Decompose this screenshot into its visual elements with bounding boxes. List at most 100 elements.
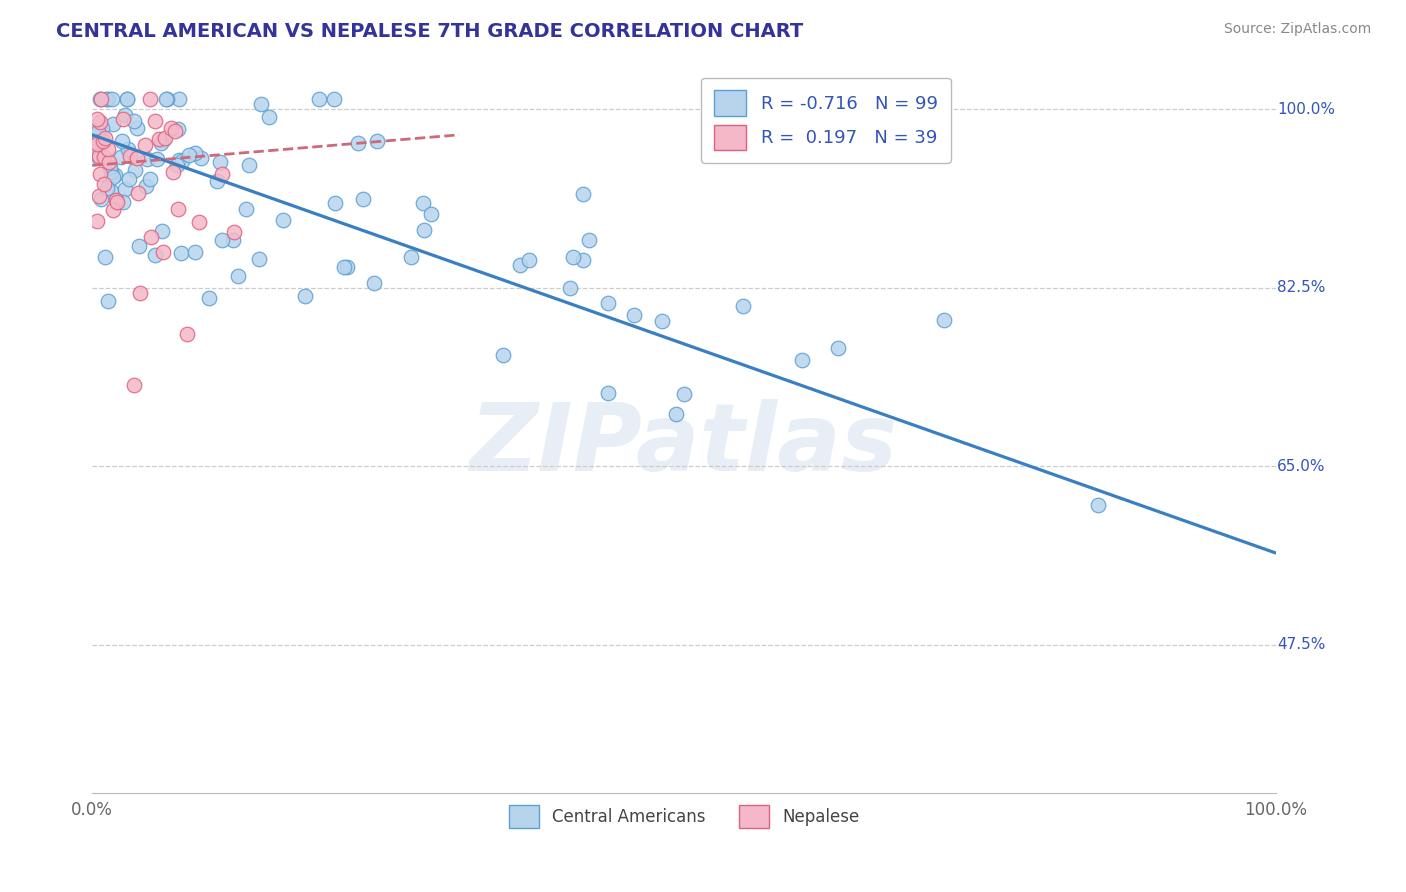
Point	[250, 97, 273, 112]
Point	[124, 163, 146, 178]
Text: 82.5%: 82.5%	[1277, 280, 1326, 295]
Point	[104, 193, 127, 207]
Point	[135, 179, 157, 194]
Point	[150, 224, 173, 238]
Point	[103, 117, 125, 131]
Point	[170, 245, 193, 260]
Point	[152, 132, 174, 146]
Point	[153, 131, 176, 145]
Point	[87, 149, 110, 163]
Point	[97, 143, 120, 157]
Point	[89, 167, 111, 181]
Point	[346, 136, 368, 150]
Point	[190, 151, 212, 165]
Point	[558, 280, 581, 294]
Point	[93, 178, 115, 192]
Point	[86, 135, 108, 149]
Point	[211, 167, 233, 181]
Point	[517, 253, 540, 268]
Point	[238, 158, 260, 172]
Point	[93, 250, 115, 264]
Point	[125, 121, 148, 136]
Text: 65.0%: 65.0%	[1277, 458, 1326, 474]
Point	[146, 153, 169, 167]
Point	[128, 285, 150, 300]
Legend: Central Americans, Nepalese: Central Americans, Nepalese	[502, 798, 866, 835]
Point	[733, 299, 755, 313]
Point	[170, 153, 193, 168]
Point	[96, 181, 118, 195]
Text: 100.0%: 100.0%	[1277, 102, 1334, 117]
Point	[89, 92, 111, 106]
Point	[98, 160, 121, 174]
Point	[93, 150, 115, 164]
Point	[128, 239, 150, 253]
Point	[97, 154, 120, 169]
Point	[623, 308, 645, 322]
Point	[167, 153, 190, 167]
Point	[1087, 498, 1109, 512]
Text: CENTRAL AMERICAN VS NEPALESE 7TH GRADE CORRELATION CHART: CENTRAL AMERICAN VS NEPALESE 7TH GRADE C…	[56, 22, 803, 41]
Point	[166, 157, 188, 171]
Point	[139, 92, 162, 106]
Point	[163, 123, 186, 137]
Point	[87, 151, 110, 165]
Point	[208, 154, 231, 169]
Point	[155, 92, 177, 106]
Text: Source: ZipAtlas.com: Source: ZipAtlas.com	[1223, 22, 1371, 37]
Point	[509, 258, 531, 272]
Point	[412, 196, 434, 211]
Point	[122, 377, 145, 392]
Point	[562, 250, 585, 264]
Point	[100, 184, 122, 198]
Point	[412, 223, 434, 237]
Point	[226, 268, 249, 283]
Point	[110, 150, 132, 164]
Point	[87, 125, 110, 139]
Point	[115, 92, 138, 106]
Point	[86, 214, 108, 228]
Point	[111, 112, 134, 126]
Point	[401, 251, 423, 265]
Point	[148, 132, 170, 146]
Point	[211, 233, 233, 247]
Point	[152, 245, 174, 260]
Point	[167, 92, 190, 106]
Point	[308, 92, 330, 106]
Point	[205, 174, 228, 188]
Point	[143, 114, 166, 128]
Point	[104, 168, 127, 182]
Point	[87, 124, 110, 138]
Point	[143, 248, 166, 262]
Point	[96, 92, 118, 106]
Point	[672, 387, 695, 401]
Point	[353, 192, 375, 206]
Point	[90, 92, 112, 106]
Point	[792, 353, 814, 368]
Point	[141, 229, 163, 244]
Point	[571, 253, 593, 268]
Point	[651, 314, 673, 328]
Point	[134, 138, 156, 153]
Point	[162, 164, 184, 178]
Point	[89, 188, 111, 202]
Point	[86, 136, 108, 151]
Point	[257, 110, 280, 124]
Point	[114, 108, 136, 122]
Point	[87, 126, 110, 140]
Point	[91, 134, 114, 148]
Point	[247, 252, 270, 266]
Point	[184, 245, 207, 260]
Point	[363, 277, 385, 291]
Point	[159, 120, 181, 135]
Point	[112, 195, 135, 210]
Point	[87, 145, 110, 159]
Point	[122, 113, 145, 128]
Point	[222, 233, 245, 247]
Point	[166, 202, 188, 216]
Point	[136, 152, 159, 166]
Point	[100, 92, 122, 106]
Point	[176, 326, 198, 341]
Point	[94, 130, 117, 145]
Point	[336, 260, 359, 274]
